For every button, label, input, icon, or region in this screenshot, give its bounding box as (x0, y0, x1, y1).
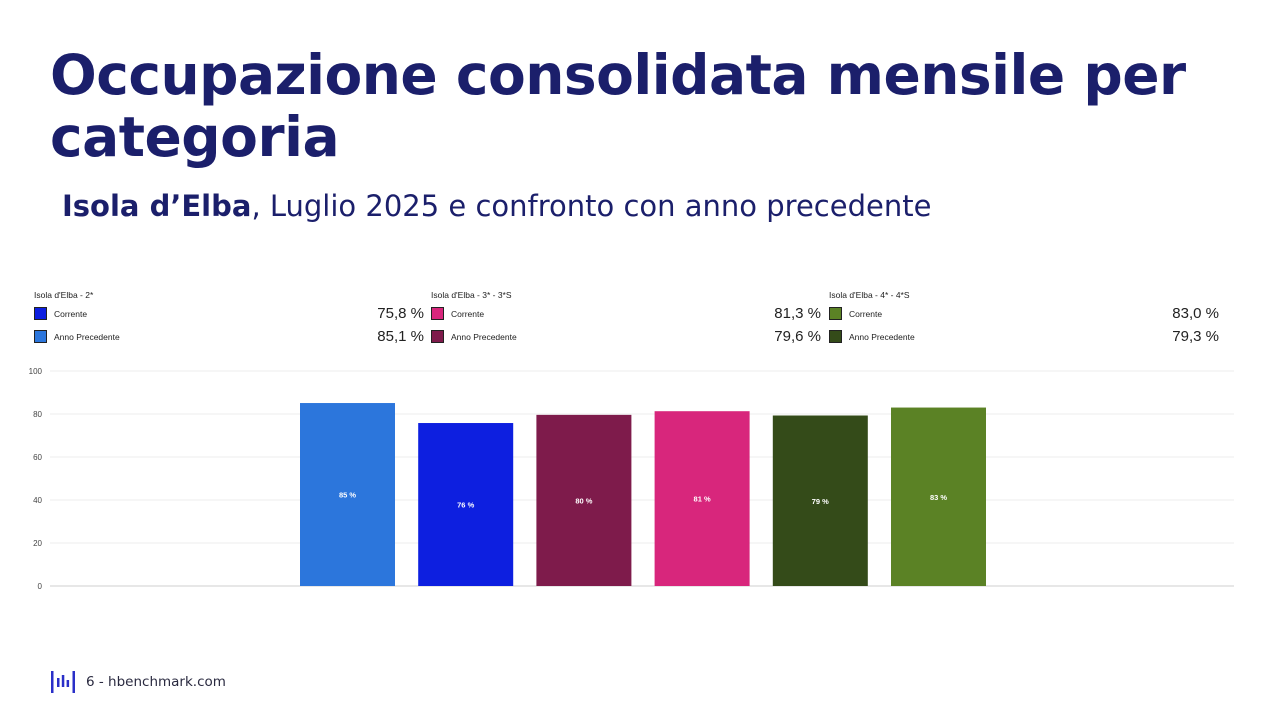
occupancy-bar-chart: 0 20 40 60 80 100 85 % 76 % 80 % 81 % 79 % 83 % (29, 367, 1234, 591)
bar[interactable] (300, 403, 395, 586)
y-tick-label: 80 (33, 410, 42, 419)
y-tick-label: 20 (33, 539, 42, 548)
subtitle-description: , Luglio 2025 e confronto con anno prece… (251, 189, 932, 223)
legend-item-anno-precedente[interactable]: Anno Precedente 79,3 % (829, 325, 1219, 348)
y-tick-label: 40 (33, 496, 42, 505)
page-title: Occupazione consolidata mensile per cate… (50, 43, 1186, 169)
legend-swatch (829, 330, 842, 343)
legend-swatch (34, 330, 47, 343)
legend-label: Corrente (54, 308, 88, 319)
bar-data-label: 79 % (812, 497, 829, 506)
legend-item-anno-precedente[interactable]: Anno Precedente 85,1 % (34, 325, 424, 348)
legend-label: Anno Precedente (849, 331, 915, 342)
legend-group-4-stars: Isola d'Elba - 4* - 4*S Corrente 83,0 % … (829, 288, 1219, 348)
y-tick-label: 60 (33, 453, 42, 462)
legend-item-corrente[interactable]: Corrente 75,8 % (34, 302, 424, 325)
y-tick-label: 100 (29, 367, 43, 376)
bar-data-label: 81 % (694, 495, 711, 504)
bar-data-label: 83 % (930, 493, 947, 502)
legend-value: 79,6 % (774, 328, 821, 345)
legend-value: 81,3 % (774, 305, 821, 322)
legend-item-corrente[interactable]: Corrente 81,3 % (431, 302, 821, 325)
bar[interactable] (536, 414, 632, 586)
legend-item-corrente[interactable]: Corrente 83,0 % (829, 302, 1219, 325)
legend-swatch (431, 330, 444, 343)
footer-page-link[interactable]: 6 - hbenchmark.com (86, 674, 226, 690)
legend-title: Isola d'Elba - 4* - 4*S (829, 290, 910, 300)
page-subtitle: Isola d’Elba, Luglio 2025 e confronto co… (62, 186, 931, 226)
bar-data-label: 80 % (575, 496, 592, 505)
footer: 6 - hbenchmark.com (50, 670, 226, 694)
y-tick-label: 0 (38, 582, 43, 591)
legend-group-2-stars: Isola d'Elba - 2* Corrente 75,8 % Anno P… (34, 288, 424, 348)
legend-title: Isola d'Elba - 3* - 3*S (431, 290, 512, 300)
subtitle-location: Isola d’Elba (62, 189, 252, 223)
legend-label: Corrente (451, 308, 485, 319)
legend-title: Isola d'Elba - 2* (34, 290, 94, 300)
legend-group-3-stars: Isola d'Elba - 3* - 3*S Corrente 81,3 % … (431, 288, 821, 348)
bar[interactable] (891, 407, 986, 586)
legend-value: 79,3 % (1172, 328, 1219, 345)
legend-swatch (431, 307, 444, 320)
legend-value: 83,0 % (1172, 305, 1219, 322)
hbenchmark-logo-icon (51, 671, 75, 693)
bar-data-label: 76 % (457, 501, 474, 510)
legend-value: 85,1 % (377, 328, 424, 345)
legend-label: Corrente (849, 308, 883, 319)
bar-data-label: 85 % (339, 491, 356, 500)
legend-item-anno-precedente[interactable]: Anno Precedente 79,6 % (431, 325, 821, 348)
bar[interactable] (654, 411, 750, 586)
bar[interactable] (772, 415, 868, 586)
legend-label: Anno Precedente (54, 331, 120, 342)
legend-swatch (34, 307, 47, 320)
legend-value: 75,8 % (377, 305, 424, 322)
legend-label: Anno Precedente (451, 331, 517, 342)
bar[interactable] (418, 423, 514, 586)
legend-swatch (829, 307, 842, 320)
